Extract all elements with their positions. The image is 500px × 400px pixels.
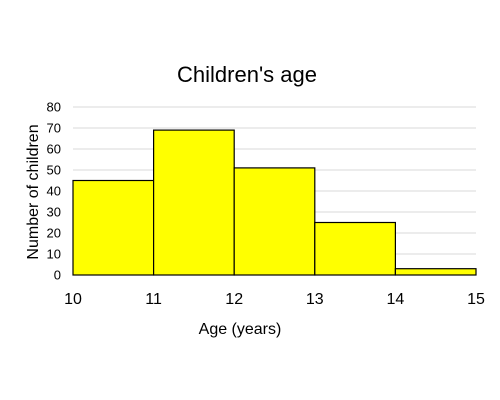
y-axis-ticks: 0 10 20 30 40 50 60 70 80 bbox=[47, 100, 61, 283]
bar-13-14 bbox=[314, 221, 396, 276]
y-tick-label-10: 10 bbox=[47, 247, 61, 262]
x-axis-label: Age (years) bbox=[199, 321, 282, 338]
bars bbox=[72, 129, 477, 276]
bar-14-15 bbox=[394, 268, 477, 276]
y-tick-label-30: 30 bbox=[47, 205, 61, 220]
x-tick-label-13: 13 bbox=[306, 291, 324, 308]
y-tick-label-80: 80 bbox=[47, 100, 61, 115]
x-tick-label-10: 10 bbox=[64, 291, 82, 308]
chart-title: Children's age bbox=[177, 62, 317, 87]
y-axis-label: Number of children bbox=[25, 124, 42, 259]
x-tick-label-15: 15 bbox=[467, 291, 485, 308]
y-tick-label-50: 50 bbox=[47, 163, 61, 178]
bar-12-13 bbox=[233, 167, 316, 276]
y-tick-label-20: 20 bbox=[47, 226, 61, 241]
bar-11-12 bbox=[153, 129, 235, 276]
y-tick-label-40: 40 bbox=[47, 184, 61, 199]
bar-10-11 bbox=[72, 179, 155, 276]
x-axis-ticks: 10 11 12 13 14 15 bbox=[64, 291, 485, 308]
x-tick-label-11: 11 bbox=[145, 291, 162, 308]
y-tick-label-70: 70 bbox=[47, 121, 61, 136]
x-tick-label-12: 12 bbox=[225, 291, 243, 308]
x-tick-label-14: 14 bbox=[387, 291, 405, 308]
y-tick-label-60: 60 bbox=[47, 142, 61, 157]
y-tick-label-0: 0 bbox=[54, 268, 61, 283]
